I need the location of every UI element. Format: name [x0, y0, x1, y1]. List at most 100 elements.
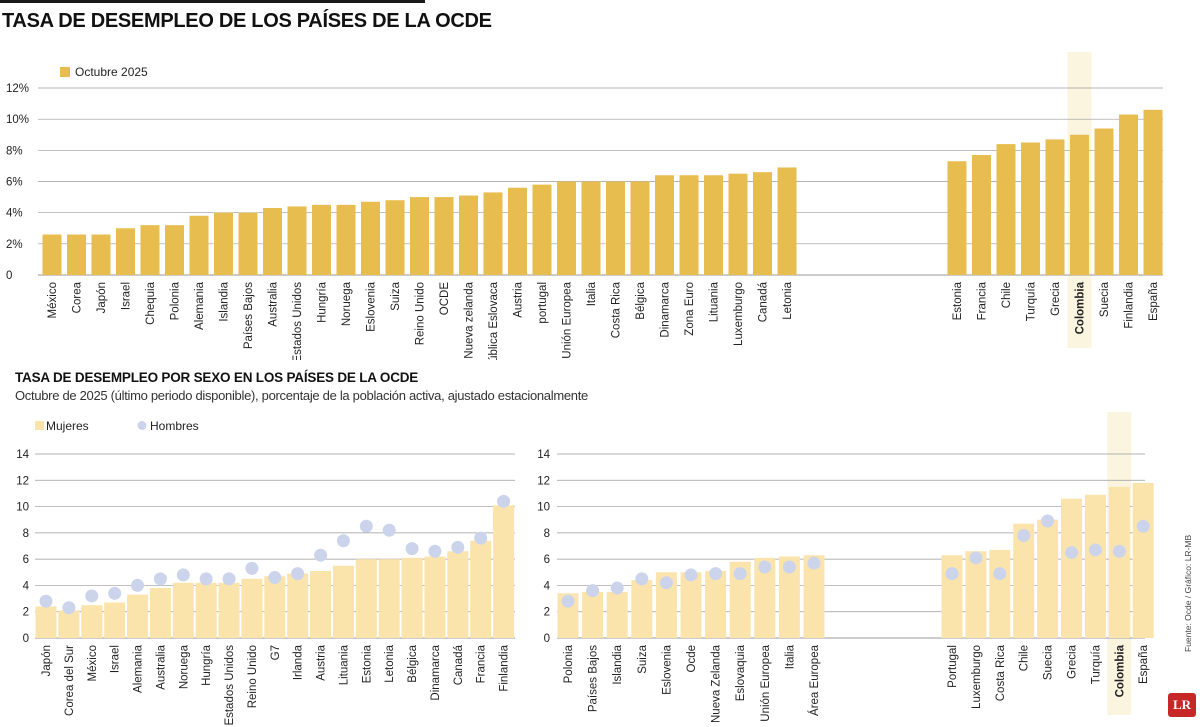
y-tick-label: 6 — [544, 554, 550, 566]
dot-hombres-ocde — [684, 568, 698, 582]
x-tick-label: portugal — [537, 282, 549, 324]
dot-hombres-corea-del-sur — [62, 601, 76, 615]
bar-mujeres-suecia — [1037, 519, 1059, 638]
x-tick-label: Grecia — [1067, 644, 1079, 678]
x-tick-label: Grecia — [1050, 281, 1062, 315]
x-tick-label: Suiza — [390, 281, 402, 310]
x-tick-label: Noruega — [178, 644, 190, 689]
x-tick-label: Turquía — [1026, 281, 1038, 321]
bar-alemania — [189, 215, 209, 275]
bar-mujeres-francia — [470, 540, 492, 638]
dot-hombres-irlanda — [291, 567, 305, 581]
bar-israel — [116, 228, 135, 275]
dot-hombres-letonia — [382, 523, 396, 537]
dot-hombres-polonia — [561, 594, 575, 608]
dot-hombres-finlandia — [497, 494, 511, 508]
dot-hombres-alemania — [131, 578, 145, 592]
bar-finlandia — [1119, 114, 1138, 275]
x-tick-label: Dinamarca — [430, 644, 442, 700]
x-tick-label: Eslovaquia — [735, 644, 747, 701]
bar-dinamarca — [655, 175, 674, 275]
section-title: TASA DE DESEMPLEO POR SEXO EN LOS PAÍSES… — [15, 370, 419, 385]
bar-australia — [263, 207, 282, 275]
bar-mujeres-eslovaquia — [729, 561, 751, 638]
x-tick-label: Letonia — [384, 644, 396, 682]
bar-mujeres-hungria — [195, 582, 217, 638]
x-tick-label: México — [47, 282, 59, 318]
y-tick-label: 0 — [23, 633, 29, 645]
bar-mujeres-paises-bajos — [582, 592, 604, 638]
bar-islandia — [214, 212, 233, 275]
y-tick-label: 4 — [544, 580, 551, 592]
bar-mujeres-suiza — [631, 580, 653, 638]
y-tick-label: 0 — [544, 633, 550, 645]
bar-mujeres-ocde — [680, 572, 702, 638]
x-tick-label: Letonia — [782, 281, 794, 319]
legend-label: Mujeres — [46, 419, 89, 433]
y-tick-label: 6 — [23, 554, 29, 566]
bar-mujeres-irlanda — [287, 573, 309, 638]
bar-canada — [753, 172, 772, 275]
x-tick-label: Corea del Sur — [64, 645, 76, 716]
dot-hombres-suiza — [635, 572, 649, 586]
x-tick-label: México — [87, 645, 99, 681]
bar-mujeres-letonia — [378, 559, 400, 638]
dot-hombres-eslovenia — [659, 576, 673, 590]
x-tick-label: Japón — [41, 645, 53, 676]
bar-italia — [581, 181, 601, 275]
x-tick-label: Austria — [513, 281, 525, 317]
x-tick-label: Bélgica — [635, 281, 647, 319]
bar-eslovenia — [361, 201, 380, 275]
bar-mujeres-chile — [1013, 523, 1035, 638]
x-tick-label: Suecia — [1043, 644, 1055, 680]
x-tick-label: Israel — [110, 645, 122, 673]
dot-hombres-belgica — [405, 542, 419, 556]
bar-japon — [91, 234, 111, 275]
x-tick-label: Chile — [1001, 282, 1013, 308]
x-tick-label: Israel — [121, 282, 133, 310]
x-tick-label: Corea — [72, 281, 84, 313]
x-tick-label: España — [1138, 644, 1150, 684]
x-tick-label: Austria — [316, 644, 328, 680]
x-tick-label: Islandia — [612, 644, 624, 684]
chart-total-unemployment: 0 2% 4% 6% 8% 10% 12% Octubre 2025 México Corea Ja… — [6, 52, 1163, 360]
bar-mujeres-israel — [104, 602, 126, 638]
bar-mujeres-noruega — [172, 582, 194, 638]
bar-luxemburgo — [728, 173, 748, 275]
dot-hombres-g7 — [268, 571, 282, 585]
bar-mujeres-colombia — [1108, 486, 1130, 638]
bar-mujeres-canada — [447, 551, 469, 638]
y-tick-label: 14 — [16, 449, 29, 461]
bar-mujeres-costa-rica — [989, 549, 1011, 638]
x-tick-label: Francia — [476, 644, 488, 683]
dot-hombres-costa-rica — [993, 567, 1007, 581]
x-tick-label: Suiza — [637, 644, 649, 673]
x-tick-label: Alemania — [133, 644, 145, 693]
x-tick-label: Irlanda — [293, 644, 305, 680]
bar-polonia — [165, 225, 184, 275]
y-tick-label: 4 — [23, 580, 30, 592]
y-tick-label: 12% — [6, 83, 29, 95]
dot-hombres-grecia — [1065, 546, 1078, 560]
bar-mujeres-eslovenia — [655, 572, 677, 638]
dot-hombres-estonia — [359, 519, 373, 533]
bar-mujeres-islandia — [606, 592, 628, 638]
x-tick-label: Costa Rica — [611, 281, 623, 338]
bar-union-europea — [557, 181, 576, 275]
x-tick-label: Nueva zelanda — [464, 281, 476, 358]
lr-logo: LR — [1168, 693, 1196, 717]
source-note: Fuente: Ocde / Gráfico: LR-MB — [1183, 534, 1193, 652]
dot-hombres-luxemburgo — [969, 551, 983, 565]
bar-grecia — [1045, 139, 1065, 275]
bar-mexico — [42, 234, 62, 275]
x-tick-label: Hungría — [317, 281, 329, 323]
bar-ocde — [434, 197, 454, 275]
legend-swatch-mujeres — [35, 421, 44, 430]
dot-hombres-chile — [1017, 528, 1031, 542]
bar-nueva-zelanda — [459, 195, 478, 275]
dot-hombres-area-europea — [807, 556, 821, 570]
x-tick-label: Reino Unido — [415, 282, 427, 345]
dot-hombres-colombia — [1112, 544, 1126, 558]
x-tick-label: Luxemburgo — [971, 645, 983, 709]
